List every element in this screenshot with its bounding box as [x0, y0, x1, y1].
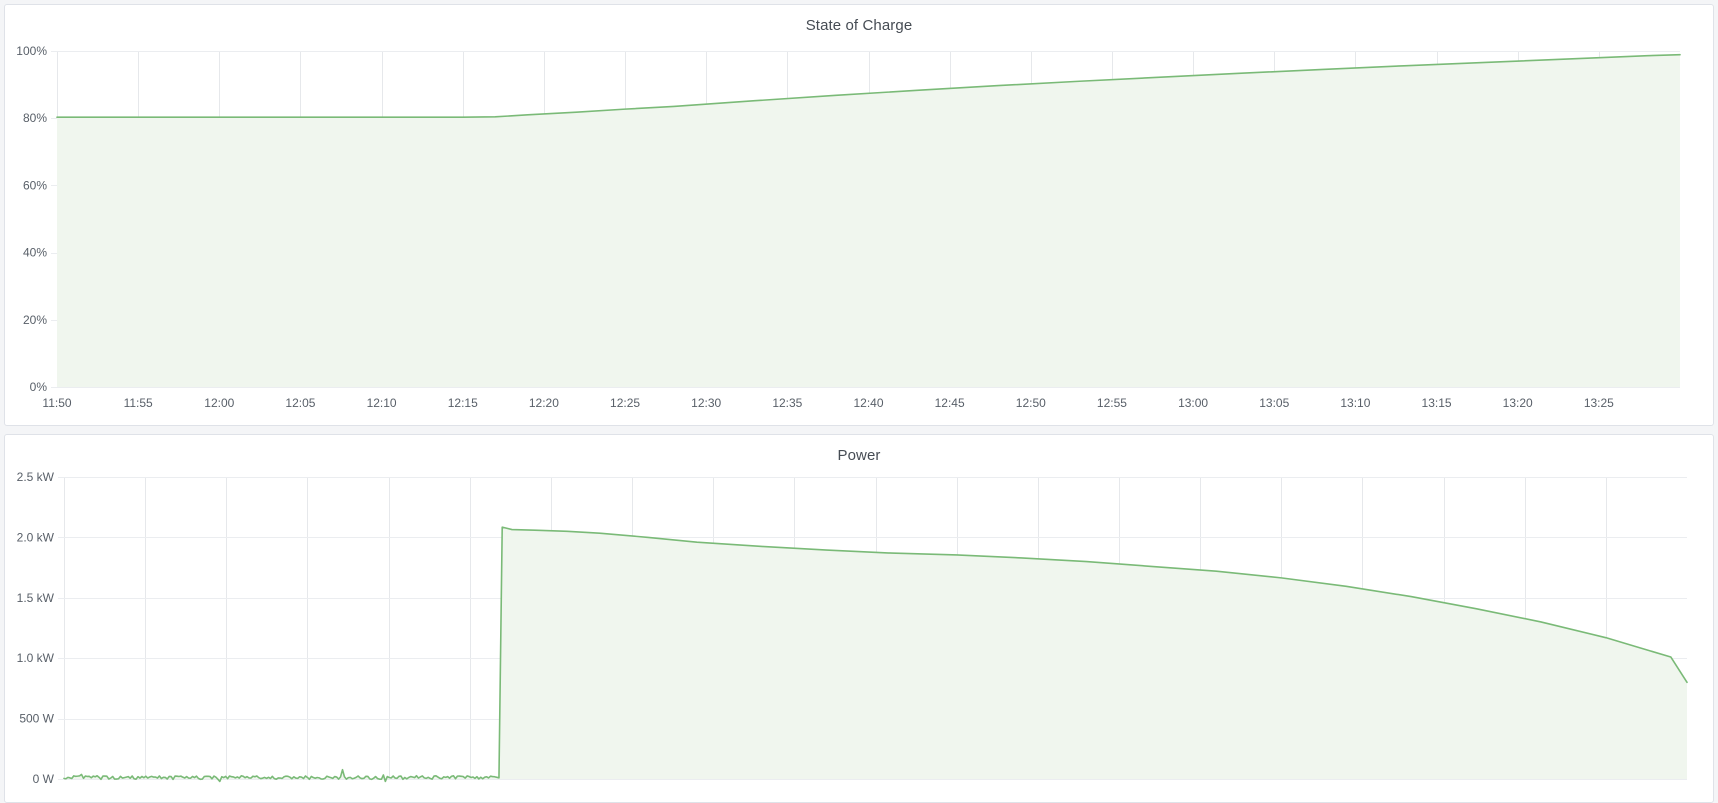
x-tick-label: 12:25	[610, 396, 640, 410]
chart-power[interactable]: 0 W 500 W 1.0 kW 1.5 kW 2.0 kW 2.5 kW	[5, 469, 1713, 802]
x-tick-label: 12:20	[529, 396, 559, 410]
y-tick-label: 1.0 kW	[17, 651, 55, 665]
y-tick-label: 1.5 kW	[17, 591, 55, 605]
y-tick-label: 0%	[30, 380, 48, 394]
x-tick-label: 12:00	[204, 396, 234, 410]
y-tick-label: 2.5 kW	[17, 470, 55, 484]
x-tick-label: 13:15	[1422, 396, 1452, 410]
x-tick-label: 12:15	[448, 396, 478, 410]
y-tick-label: 500 W	[19, 712, 54, 726]
power-plot[interactable]: 0 W 500 W 1.0 kW 1.5 kW 2.0 kW 2.5 kW	[5, 469, 1714, 803]
y-tick-label: 60%	[23, 178, 47, 192]
panel-power[interactable]: Power 0 W 500 W 1.0 kW 1.5 kW 2.0 kW 2.5 kW	[4, 434, 1714, 803]
x-tick-label: 12:45	[935, 396, 965, 410]
x-tick-label: 13:10	[1340, 396, 1370, 410]
y-tick-label: 100%	[16, 44, 47, 58]
y-tick-label: 2.0 kW	[17, 530, 55, 544]
x-tick-label: 12:35	[772, 396, 802, 410]
x-tick-label: 12:30	[691, 396, 721, 410]
x-tick-label: 12:05	[285, 396, 315, 410]
panel-state-of-charge[interactable]: State of Charge 0% 20% 40% 60% 80% 100% 11:50 1…	[4, 4, 1714, 426]
x-tick-label: 13:00	[1178, 396, 1208, 410]
y-tick-label: 20%	[23, 313, 47, 327]
x-tick-label: 12:50	[1016, 396, 1046, 410]
panel-title-power: Power	[837, 447, 881, 464]
x-tick-label: 11:55	[124, 396, 153, 410]
x-tick-label: 12:40	[853, 396, 883, 410]
y-tick-label: 80%	[23, 111, 47, 125]
x-tick-label: 12:10	[367, 396, 397, 410]
x-tick-label: 11:50	[42, 396, 71, 410]
state-of-charge-plot[interactable]: 0% 20% 40% 60% 80% 100% 11:50 11:55 12:00 12:05 12…	[5, 39, 1714, 426]
x-tick-label: 12:55	[1097, 396, 1127, 410]
panel-title-state-of-charge: State of Charge	[805, 17, 913, 34]
x-tick-label: 13:20	[1503, 396, 1533, 410]
y-tick-label: 40%	[23, 246, 47, 260]
chart-state-of-charge[interactable]: 0% 20% 40% 60% 80% 100% 11:50 11:55 12:00 12:05 12…	[5, 39, 1713, 425]
x-tick-label: 13:05	[1259, 396, 1289, 410]
x-tick-label: 13:25	[1584, 396, 1614, 410]
y-tick-label: 0 W	[33, 772, 55, 786]
